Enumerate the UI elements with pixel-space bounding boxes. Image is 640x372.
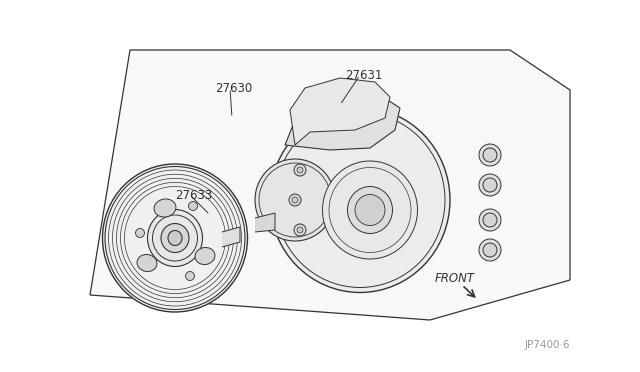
Ellipse shape <box>301 119 319 131</box>
Polygon shape <box>290 78 390 145</box>
Text: FRONT: FRONT <box>435 272 475 285</box>
Text: 27633: 27633 <box>175 189 212 202</box>
Polygon shape <box>222 227 240 247</box>
Polygon shape <box>90 50 570 320</box>
Ellipse shape <box>189 202 198 211</box>
Ellipse shape <box>147 209 202 266</box>
Ellipse shape <box>168 231 182 246</box>
Ellipse shape <box>483 148 497 162</box>
Ellipse shape <box>270 108 450 292</box>
Ellipse shape <box>297 227 303 233</box>
Ellipse shape <box>186 272 195 280</box>
Ellipse shape <box>483 213 497 227</box>
Polygon shape <box>255 213 275 232</box>
Text: 27631: 27631 <box>345 68 382 81</box>
Ellipse shape <box>348 186 392 234</box>
Ellipse shape <box>292 197 298 203</box>
Ellipse shape <box>479 144 501 166</box>
Ellipse shape <box>351 114 369 126</box>
Ellipse shape <box>137 254 157 272</box>
Ellipse shape <box>255 159 335 241</box>
Ellipse shape <box>323 161 417 259</box>
Ellipse shape <box>483 243 497 257</box>
Ellipse shape <box>289 194 301 206</box>
Ellipse shape <box>297 167 303 173</box>
Ellipse shape <box>479 209 501 231</box>
Ellipse shape <box>195 247 215 264</box>
Ellipse shape <box>294 164 306 176</box>
Text: 27630: 27630 <box>215 81 252 94</box>
Ellipse shape <box>479 174 501 196</box>
Ellipse shape <box>479 239 501 261</box>
Ellipse shape <box>161 224 189 253</box>
Ellipse shape <box>102 164 248 312</box>
Ellipse shape <box>154 199 176 217</box>
Ellipse shape <box>294 224 306 236</box>
Ellipse shape <box>136 228 145 237</box>
Ellipse shape <box>483 178 497 192</box>
Polygon shape <box>285 90 400 150</box>
Ellipse shape <box>355 195 385 225</box>
Text: JP7400·6: JP7400·6 <box>525 340 570 350</box>
